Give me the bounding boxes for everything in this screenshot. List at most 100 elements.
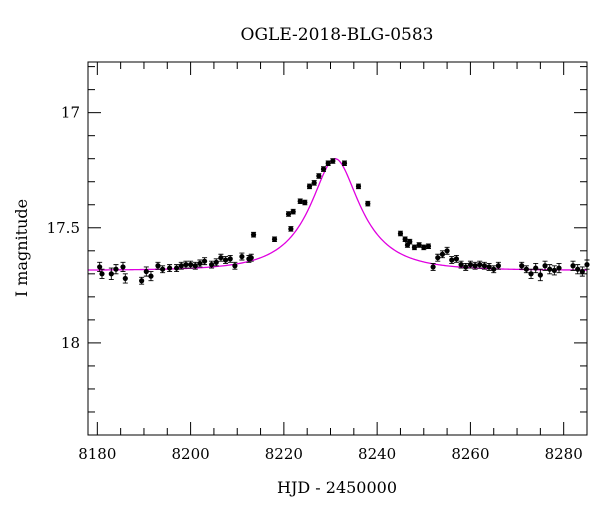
data-point <box>463 263 469 271</box>
point-marker <box>213 259 219 265</box>
point-marker <box>477 262 483 268</box>
point-marker <box>113 266 119 272</box>
data-point <box>143 266 149 277</box>
point-marker <box>311 180 317 186</box>
data-point <box>160 265 166 274</box>
data-point <box>325 160 331 167</box>
point-marker <box>192 263 198 269</box>
point-marker <box>579 268 585 275</box>
point-marker <box>288 226 294 232</box>
data-point <box>192 261 198 270</box>
point-marker <box>486 264 492 270</box>
point-marker <box>201 258 208 264</box>
point-marker <box>421 244 427 250</box>
point-marker <box>302 199 308 206</box>
point-marker <box>183 262 189 268</box>
data-point <box>365 200 371 207</box>
point-marker <box>533 265 539 271</box>
data-point <box>542 260 548 271</box>
y-tick-label: 18 <box>61 334 80 352</box>
data-point <box>113 264 119 275</box>
point-marker <box>416 242 422 248</box>
point-marker <box>178 263 184 269</box>
data-point <box>183 260 189 269</box>
data-point <box>290 208 296 215</box>
point-marker <box>148 273 154 279</box>
point-marker <box>556 265 562 271</box>
data-point <box>430 263 436 271</box>
point-marker <box>355 183 362 189</box>
data-point <box>519 261 525 270</box>
point-marker <box>411 244 418 250</box>
data-point <box>201 257 208 266</box>
point-marker <box>453 256 460 262</box>
point-marker <box>97 264 103 270</box>
point-marker <box>542 263 548 269</box>
data-point <box>491 265 497 274</box>
point-marker <box>449 257 455 263</box>
data-point <box>486 263 492 271</box>
y-tick-label: 17.5 <box>47 219 80 237</box>
data-point <box>122 273 128 284</box>
data-point <box>155 261 161 270</box>
point-marker <box>208 262 215 268</box>
data-point <box>227 254 233 263</box>
data-point <box>477 260 483 269</box>
data-point <box>411 244 418 251</box>
data-point <box>187 260 194 269</box>
chart-title: OGLE-2018-BLG-0583 <box>241 25 434 45</box>
point-marker <box>458 262 464 268</box>
point-marker <box>467 262 474 268</box>
x-tick-label: 8240 <box>358 445 396 463</box>
data-point <box>218 253 224 262</box>
point-marker <box>167 265 173 271</box>
data-point <box>320 166 327 172</box>
data-point <box>208 260 215 269</box>
data-point <box>355 183 362 190</box>
point-marker <box>122 275 128 282</box>
data-point <box>575 264 581 275</box>
point-marker <box>227 256 233 262</box>
data-point <box>302 199 308 206</box>
point-marker <box>472 263 478 269</box>
tick-labels: 8180 8200 8220 8240 8260 8280 17 17.5 18 <box>47 104 583 463</box>
point-marker <box>435 255 441 261</box>
y-tick-label: 17 <box>61 104 80 122</box>
data-point <box>99 268 105 279</box>
data-point <box>579 266 585 277</box>
point-marker <box>232 263 238 269</box>
data-point <box>232 261 238 270</box>
data-point <box>407 238 413 245</box>
point-marker <box>430 264 436 270</box>
axis-ticks <box>88 62 588 436</box>
data-point <box>108 267 114 281</box>
data-point <box>570 260 576 271</box>
data-point <box>533 263 539 274</box>
point-marker <box>239 253 245 260</box>
data-point <box>285 211 292 217</box>
point-marker <box>250 232 257 238</box>
data-point <box>435 253 441 262</box>
data-point <box>481 261 488 270</box>
point-marker <box>528 271 534 277</box>
data-point <box>306 183 313 190</box>
point-marker <box>248 255 254 261</box>
data-point <box>311 180 317 186</box>
data-point <box>178 261 184 270</box>
point-marker <box>320 166 327 172</box>
point-marker <box>218 255 224 261</box>
data-point <box>197 259 203 268</box>
point-marker <box>222 257 229 263</box>
data-point <box>472 261 478 270</box>
point-marker <box>290 209 296 215</box>
point-marker <box>402 236 408 242</box>
point-marker <box>285 211 292 217</box>
point-marker <box>330 158 336 164</box>
data-point <box>547 264 553 275</box>
point-marker <box>397 230 404 237</box>
data-point <box>139 276 145 285</box>
point-marker <box>297 198 303 204</box>
y-axis-label: I magnitude <box>12 199 31 297</box>
point-marker <box>519 263 525 269</box>
data-point <box>248 253 254 262</box>
